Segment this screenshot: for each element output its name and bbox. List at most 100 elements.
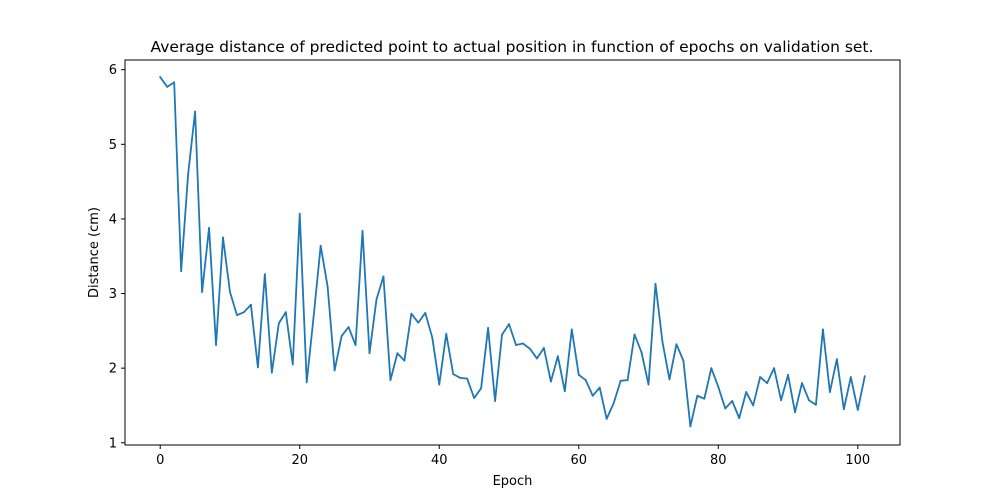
data-point [466, 377, 469, 380]
data-point [731, 400, 734, 402]
data-point [515, 344, 517, 346]
data-point [828, 391, 831, 393]
data-point [563, 390, 566, 393]
data-point [347, 326, 350, 329]
data-point [326, 285, 329, 288]
data-point [215, 344, 217, 346]
data-point [773, 367, 775, 370]
data-point [452, 373, 455, 376]
data-point [556, 355, 559, 358]
data-point [780, 399, 782, 402]
data-point [431, 336, 434, 339]
data-point [522, 342, 524, 345]
data-point [459, 376, 462, 379]
data-point [354, 344, 357, 346]
data-point [305, 381, 308, 384]
data-point [291, 363, 294, 366]
data-point [424, 312, 427, 314]
x-tick-label: 0 [156, 453, 164, 468]
data-point [473, 397, 476, 399]
data-point [438, 383, 441, 386]
data-point [375, 298, 378, 301]
data-point [298, 212, 301, 215]
series-layer [158, 75, 866, 428]
data-point [598, 386, 601, 389]
data-point [166, 85, 169, 88]
data-point [647, 383, 650, 386]
data-point [410, 312, 413, 315]
data-point [536, 357, 538, 360]
data-point [250, 303, 252, 306]
data-point [815, 403, 817, 406]
y-axis-label: Distance (cm) [87, 207, 102, 298]
data-point [835, 358, 838, 361]
data-point [849, 376, 852, 378]
data-point [605, 417, 608, 420]
data-point [501, 333, 503, 336]
x-tick-label: 100 [845, 453, 870, 468]
data-point [696, 394, 699, 397]
data-point [591, 394, 594, 397]
data-point [229, 291, 231, 293]
data-point [633, 333, 636, 336]
data-point [822, 328, 824, 331]
x-axis-label: Epoch [493, 474, 533, 489]
data-point [236, 314, 238, 317]
data-point [640, 351, 643, 354]
data-point [368, 352, 371, 355]
x-tick-label: 20 [291, 453, 308, 468]
data-point [159, 76, 162, 79]
data-point [668, 378, 671, 381]
data-point [382, 275, 385, 278]
y-tick-label: 6 [109, 63, 117, 78]
y-tick-label: 2 [109, 362, 117, 377]
data-point [752, 404, 755, 407]
data-point [863, 375, 866, 378]
data-point [577, 373, 580, 376]
data-point [263, 273, 266, 276]
series-points-0 [159, 76, 866, 428]
data-point [724, 407, 727, 410]
chart-title: Average distance of predicted point to a… [151, 38, 874, 56]
data-point [801, 382, 803, 384]
x-tick-label: 40 [431, 453, 448, 468]
data-point [194, 110, 197, 113]
data-point [626, 379, 629, 381]
data-point [312, 315, 315, 317]
data-point [508, 323, 510, 326]
data-point [173, 81, 176, 84]
data-point [675, 343, 678, 346]
data-point [710, 367, 713, 370]
y-tick-label: 1 [109, 436, 117, 451]
data-point [389, 379, 392, 381]
data-point [494, 400, 496, 402]
data-point [187, 173, 190, 176]
y-tick-label: 4 [109, 212, 117, 227]
data-point [745, 391, 748, 393]
y-tick-label: 5 [109, 138, 117, 153]
data-point [445, 332, 448, 335]
data-point [549, 380, 552, 383]
data-point [542, 347, 545, 349]
data-point [403, 359, 406, 362]
data-point [243, 311, 245, 314]
data-point [277, 322, 280, 325]
data-point [284, 311, 287, 314]
data-point [340, 335, 343, 337]
data-point [689, 425, 692, 428]
data-point [808, 399, 810, 402]
data-point [222, 236, 224, 239]
data-point [417, 321, 420, 324]
x-axis: 0 20 40 60 80 100 [156, 445, 870, 468]
data-point [766, 382, 769, 384]
data-point [396, 352, 399, 355]
data-point [619, 379, 622, 382]
data-point [738, 417, 741, 420]
data-point [270, 371, 273, 374]
data-point [201, 291, 203, 293]
data-point [682, 359, 685, 362]
series-line-0 [158, 75, 866, 428]
data-point [480, 387, 483, 390]
data-point [256, 366, 259, 369]
